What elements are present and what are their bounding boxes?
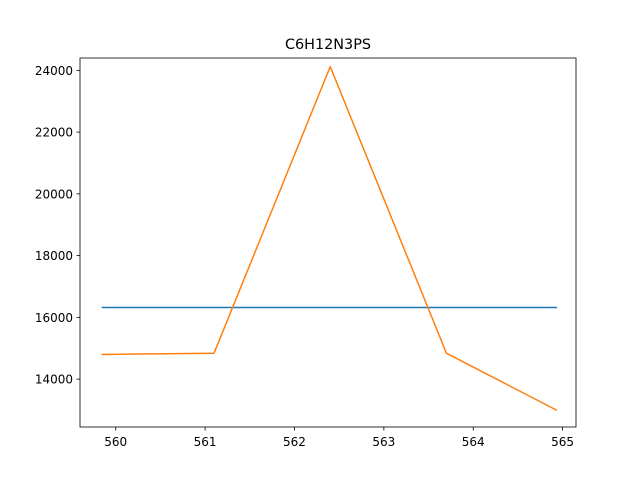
- y-tick-label: 14000: [35, 373, 73, 387]
- x-tick-label: 564: [462, 435, 485, 449]
- y-tick-label: 22000: [35, 126, 73, 140]
- plot-frame: [79, 57, 577, 428]
- y-tick-label: 16000: [35, 311, 73, 325]
- x-tick-label: 563: [372, 435, 395, 449]
- y-axis-ticks: 14000 16000 18000 20000 22000 24000: [35, 64, 80, 387]
- x-tick-label: 561: [194, 435, 217, 449]
- x-tick-label: 562: [283, 435, 306, 449]
- x-tick-label: 560: [104, 435, 127, 449]
- x-tick-label: 565: [551, 435, 574, 449]
- y-tick-label: 20000: [35, 187, 73, 201]
- series-layer: [101, 65, 558, 412]
- series-line-2: [101, 65, 558, 412]
- y-tick-label: 24000: [35, 64, 73, 78]
- x-axis-ticks: 560 561 562 563 564 565: [104, 427, 574, 449]
- y-tick-label: 18000: [35, 249, 73, 263]
- chart-title: C6H12N3PS: [285, 37, 371, 53]
